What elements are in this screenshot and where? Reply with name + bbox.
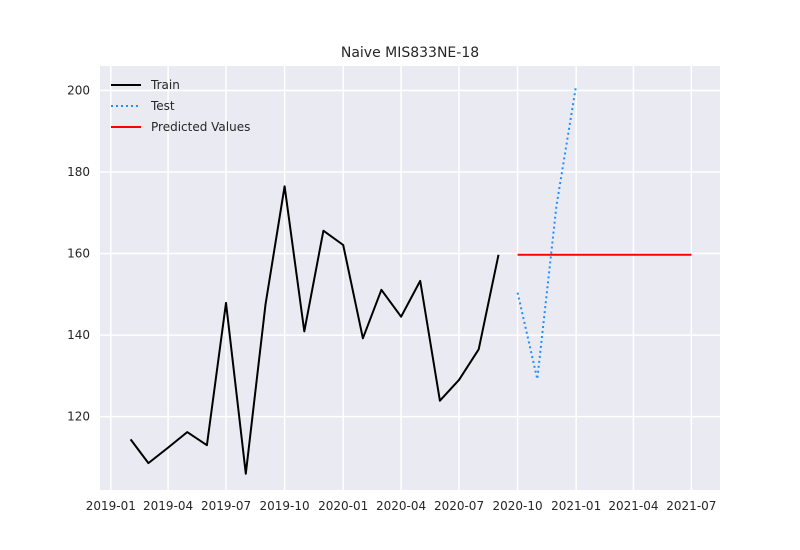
plot-background — [100, 66, 720, 490]
legend-label: Predicted Values — [151, 120, 250, 134]
x-axis-ticks: 2019-01 2019-04 2019-07 2019-10 2020-01 2020-… — [86, 499, 717, 513]
x-tick-label: 2021-04 — [608, 499, 658, 513]
y-tick-label: 160 — [67, 247, 90, 261]
y-tick-label: 180 — [67, 165, 90, 179]
x-tick-label: 2020-01 — [318, 499, 368, 513]
x-tick-label: 2021-01 — [551, 499, 601, 513]
legend-label: Test — [150, 99, 175, 113]
series-line-test — [516, 85, 578, 381]
legend-label: Train — [150, 78, 180, 92]
y-axis-ticks: 120 140 160 180 200 — [67, 83, 90, 423]
x-tick-label: 2019-10 — [260, 499, 310, 513]
y-tick-label: 200 — [67, 83, 90, 97]
series-group — [129, 85, 692, 475]
x-tick-label: 2020-10 — [493, 499, 543, 513]
x-tick-label: 2019-07 — [201, 499, 251, 513]
x-tick-label: 2020-07 — [434, 499, 484, 513]
chart-title: Naive MIS833NE-18 — [341, 45, 479, 61]
x-tick-label: 2019-01 — [86, 499, 136, 513]
x-tick-label: 2019-04 — [143, 499, 193, 513]
legend: Train Test Predicted Values — [111, 78, 250, 134]
grid — [100, 66, 720, 490]
series-line-train — [129, 185, 500, 475]
x-tick-label: 2021-07 — [666, 499, 716, 513]
y-tick-label: 120 — [67, 410, 90, 424]
x-tick-label: 2020-04 — [376, 499, 426, 513]
y-tick-label: 140 — [67, 328, 90, 342]
